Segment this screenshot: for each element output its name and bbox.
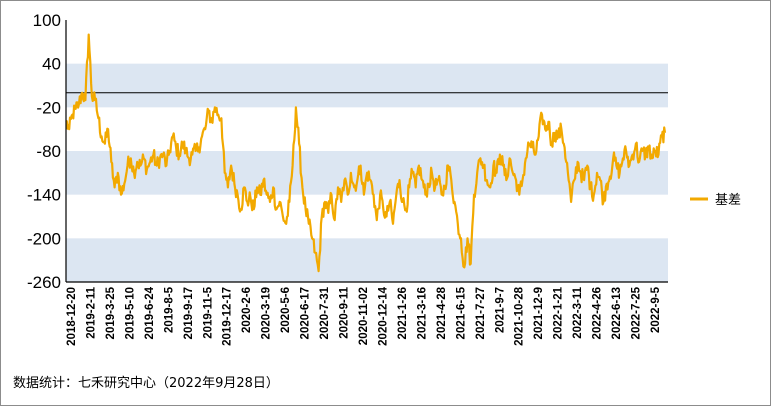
x-tick-label: 2022-6-13 — [611, 287, 623, 339]
x-tick-label: 2021-1-26 — [397, 287, 409, 339]
x-tick-label: 2019-8-5 — [163, 286, 175, 333]
y-tick-label: -140 — [27, 186, 61, 205]
x-tick-label: 2021-7-27 — [475, 287, 487, 339]
x-tick-label: 2021-10-28 — [514, 286, 526, 345]
x-tick-label: 2022-9-5 — [650, 286, 662, 333]
y-tick-label: 100 — [33, 11, 61, 30]
x-tick-label: 2019-5-10 — [124, 287, 136, 339]
x-tick-label: 2019-2-11 — [85, 286, 97, 338]
x-tick-label: 2021-9-7 — [494, 287, 506, 333]
x-tick-label: 2018-12-20 — [66, 287, 78, 346]
band-2 — [66, 238, 668, 282]
x-tick-label: 2020-3-19 — [261, 287, 273, 339]
x-axis-ticks: 2018-12-20 2019-2-11 2019-3-25 2019-5-10 201… — [66, 286, 662, 345]
x-tick-label: 2020-11-02 — [358, 287, 370, 345]
source-note: 数据统计：七禾研究中心（2022年9月28日） — [13, 376, 279, 391]
y-tick-label: -200 — [27, 229, 61, 248]
x-tick-label: 2019-12-17 — [222, 287, 234, 346]
series-line-basis — [65, 33, 667, 273]
y-tick-label: -260 — [27, 273, 61, 292]
y-axis-ticks: 100 40 -20 -80 -140 -200 -260 — [27, 11, 61, 292]
chart-legend: 基差 — [690, 193, 741, 208]
chart-axes — [65, 20, 668, 283]
x-tick-label: 2020-7-31 — [319, 286, 331, 339]
x-tick-label: 2019-9-17 — [183, 287, 195, 339]
x-tick-label: 2020-9-11 — [339, 286, 351, 338]
x-tick-label: 2022-3-11 — [572, 286, 584, 338]
x-tick-label: 2019-3-25 — [105, 286, 117, 339]
legend-label-basis: 基差 — [715, 193, 741, 208]
x-tick-label: 2021-6-15 — [455, 286, 467, 339]
y-tick-label: -20 — [36, 98, 61, 117]
x-tick-label: 2021-12-9 — [533, 287, 545, 339]
band-0 — [66, 63, 668, 108]
x-tick-label: 2020-12-14 — [377, 286, 389, 345]
x-tick-label: 2019-6-24 — [144, 286, 156, 339]
x-tick-label: 2022-7-25 — [631, 286, 643, 339]
y-tick-label: 40 — [42, 55, 61, 74]
x-tick-label: 2021-4-28 — [436, 286, 448, 339]
x-tick-label: 2022-1-21 — [553, 286, 565, 339]
x-tick-label: 2022-4-26 — [592, 287, 604, 339]
x-tick-label: 2019-11-5 — [202, 286, 214, 338]
x-tick-label: 2021-3-16 — [416, 287, 428, 339]
x-tick-label: 2020-5-6 — [280, 287, 292, 333]
series-basis — [65, 33, 667, 273]
x-tick-label: 2020-2-6 — [241, 287, 253, 333]
y-tick-label: -80 — [36, 142, 61, 161]
x-tick-label: 2020-6-17 — [300, 287, 312, 339]
